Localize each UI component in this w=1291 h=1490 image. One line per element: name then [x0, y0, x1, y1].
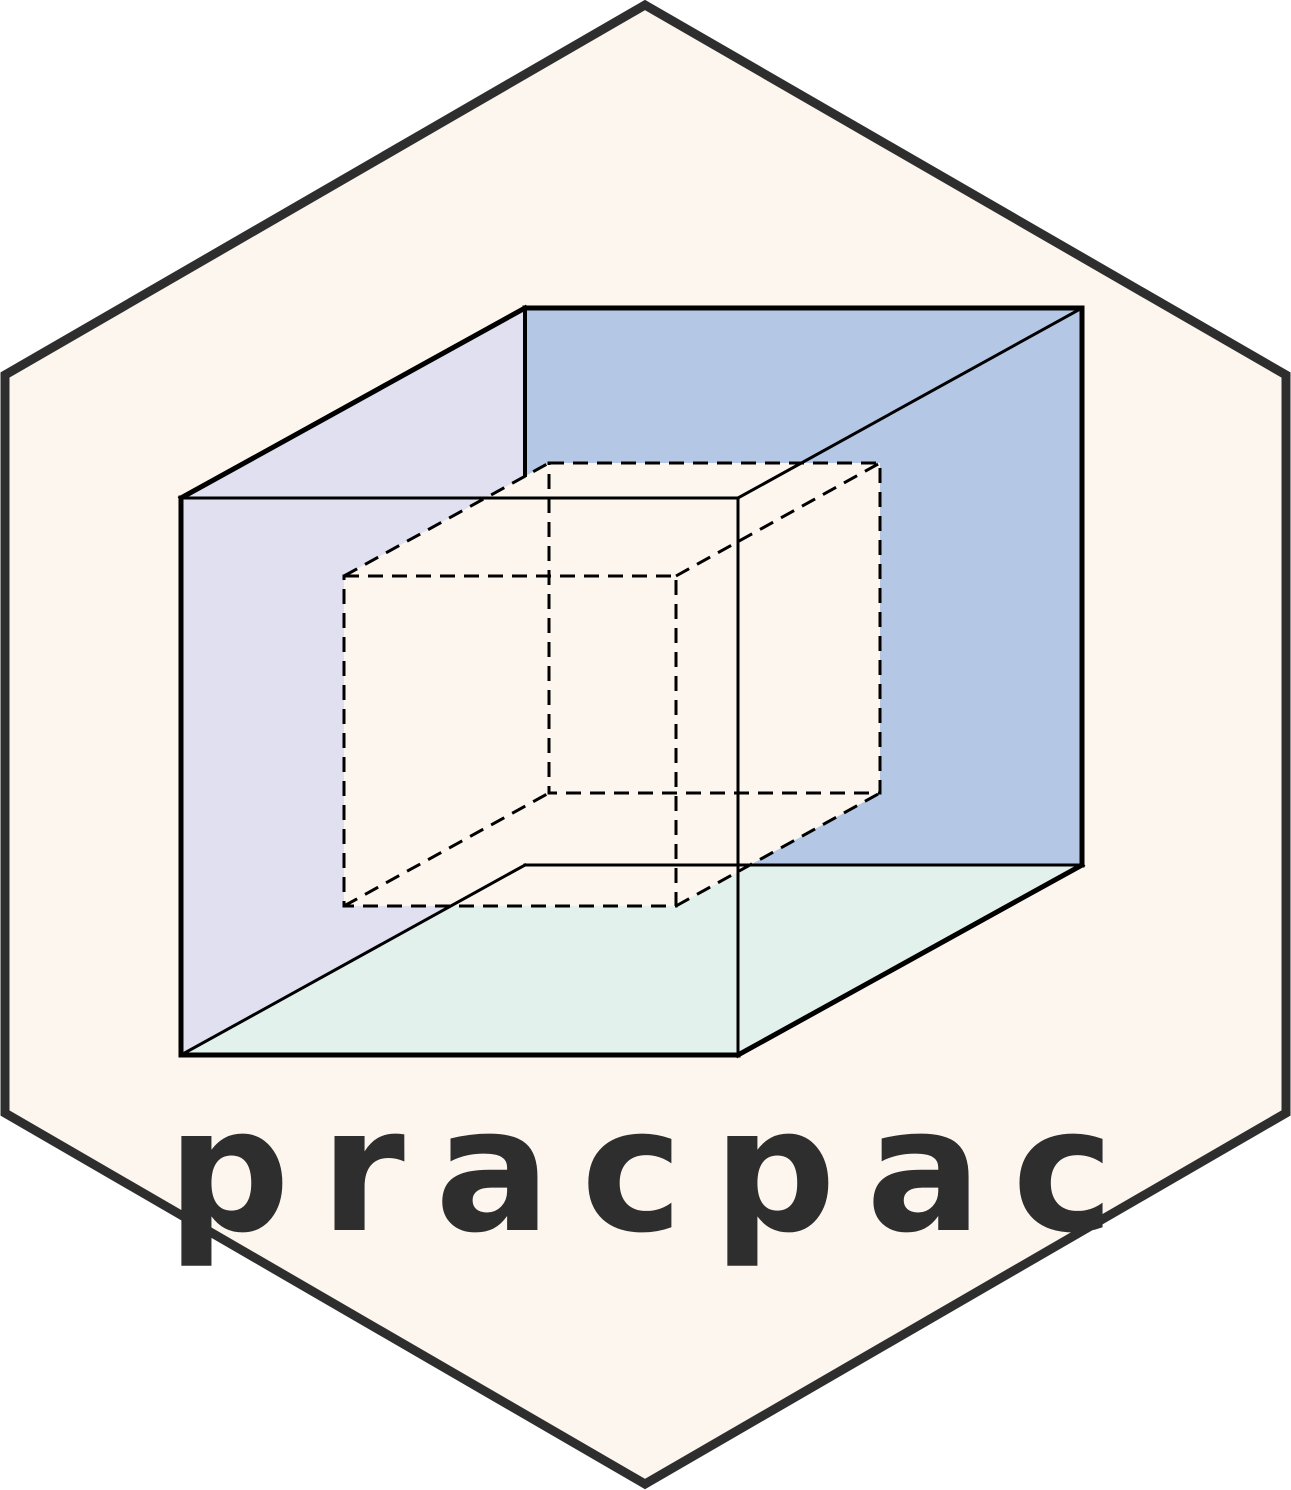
- logo-wordmark: pracpac: [166, 1070, 1145, 1271]
- box-bottom-face: [181, 865, 1082, 1055]
- box-edges: [177, 304, 1086, 1059]
- inner-dashed-cube: [342, 461, 882, 908]
- inner-cube-fill: [344, 463, 880, 906]
